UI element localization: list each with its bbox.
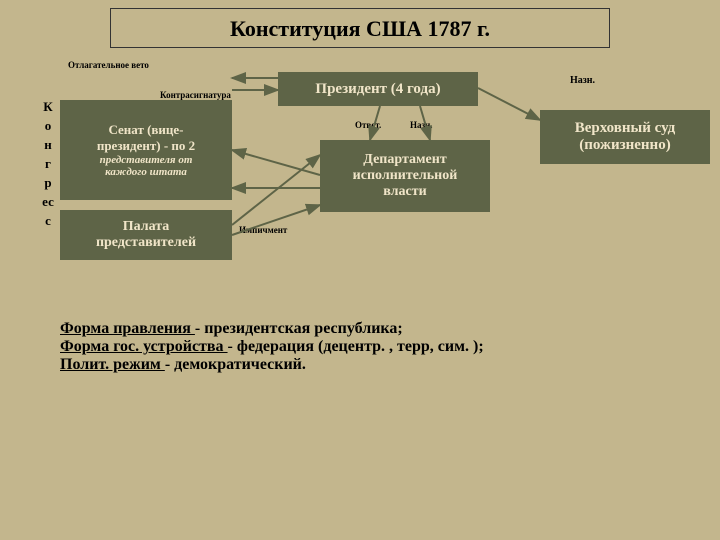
senate-box: Сенат (вице- президент) - по 2 представи…	[60, 100, 232, 200]
senate-line1: Сенат (вице-	[108, 122, 183, 138]
house-line2: представителей	[96, 235, 196, 251]
senate-sub2: каждого штата	[105, 166, 187, 178]
house-box: Палата представителей	[60, 210, 232, 260]
label-impeach: Импичмент	[239, 225, 287, 235]
dept-line1: Департамент	[363, 152, 446, 168]
label-nazn-mid: Назн.	[410, 120, 433, 130]
label-contra: Контрасигнатура	[160, 90, 231, 100]
dept-line2: исполнительной	[353, 168, 458, 184]
title-box: Конституция США 1787 г.	[110, 8, 610, 48]
title-text: Конституция США 1787 г.	[230, 16, 490, 41]
label-nazn-top: Назн.	[570, 75, 595, 86]
footer-text: Форма правления - президентская республи…	[60, 320, 484, 374]
court-line2: (пожизненно)	[579, 137, 670, 154]
court-box: Верховный суд (пожизненно)	[540, 110, 710, 164]
president-text: Президент (4 года)	[315, 81, 440, 98]
senate-line2: президент) - по 2	[97, 138, 195, 154]
court-line1: Верховный суд	[575, 120, 676, 137]
house-line1: Палата	[123, 219, 170, 235]
president-box: Президент (4 года)	[278, 72, 478, 106]
label-otvet: Ответ.	[355, 120, 381, 130]
dept-line3: власти	[383, 184, 426, 200]
senate-sub1: представителя от	[100, 154, 193, 166]
label-veto: Отлагательное вето	[68, 60, 149, 70]
congress-vertical-label: Конгресс	[38, 100, 58, 233]
dept-box: Департамент исполнительной власти	[320, 140, 490, 212]
